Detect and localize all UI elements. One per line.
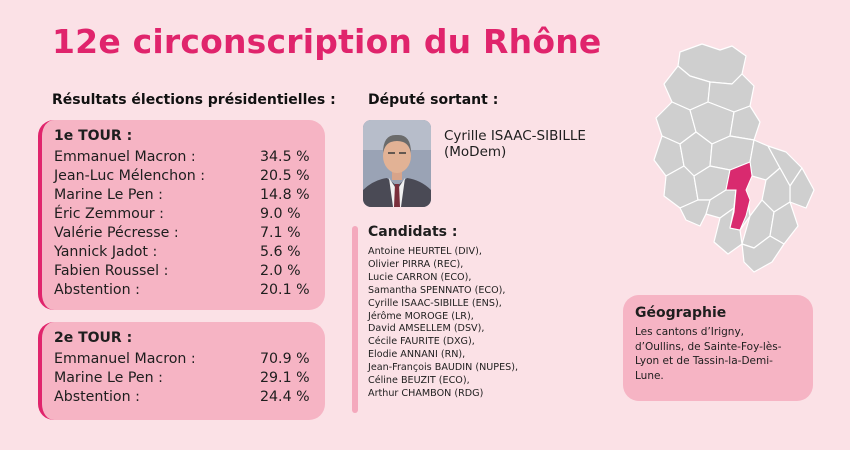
result-percentage: 29.1 %: [260, 370, 310, 386]
result-row: Fabien Roussel : 2.0 %: [54, 262, 325, 281]
candidate-item: Cécile FAURITE (DXG),: [368, 336, 475, 348]
round1-rows: Emmanuel Macron : 34.5 % Jean-Luc Mélencho…: [54, 148, 325, 300]
deputy-name: Cyrille ISAAC-SIBILLE: [444, 128, 586, 144]
result-percentage: 70.9 %: [260, 351, 310, 367]
result-row: Marine Le Pen : 14.8 %: [54, 186, 325, 205]
round2-rows: Emmanuel Macron : 70.9 % Marine Le Pen : 29…: [54, 350, 325, 407]
result-name: Yannick Jadot :: [54, 244, 158, 260]
result-row: Marine Le Pen : 29.1 %: [54, 369, 325, 388]
result-row: Emmanuel Macron : 34.5 %: [54, 148, 325, 167]
result-row: Yannick Jadot : 5.6 %: [54, 243, 325, 262]
result-row: Jean-Luc Mélenchon : 20.5 %: [54, 167, 325, 186]
deputy-heading: Député sortant :: [368, 92, 499, 108]
round1-title: 1e TOUR :: [54, 128, 133, 144]
result-percentage: 34.5 %: [260, 149, 310, 165]
round1-box: 1e TOUR : Emmanuel Macron : 34.5 % Jean-Lu…: [38, 120, 325, 310]
candidate-item: Antoine HEURTEL (DIV),: [368, 246, 482, 257]
result-row: Abstention : 24.4 %: [54, 388, 325, 407]
result-name: Valérie Pécresse :: [54, 225, 179, 241]
geography-text-line: Les cantons d’Irigny,: [635, 326, 745, 338]
geography-text: Les cantons d’Irigny, d’Oullins, de Saint…: [635, 325, 801, 383]
result-percentage: 2.0 %: [260, 263, 301, 279]
deputy-name-block: Cyrille ISAAC-SIBILLE (MoDem): [444, 128, 604, 160]
result-name: Marine Le Pen :: [54, 370, 163, 386]
page-title: 12e circonscription du Rhône: [52, 22, 602, 61]
rhone-department-map-icon: [653, 43, 815, 273]
candidate-item: Céline BEUZIT (ECO),: [368, 375, 470, 387]
result-percentage: 14.8 %: [260, 187, 310, 203]
candidate-item: David AMSELLEM (DSV),: [368, 323, 485, 335]
result-name: Fabien Roussel :: [54, 263, 169, 279]
candidate-item: Jérôme MOROGE (LR),: [368, 310, 474, 322]
candidate-item: Samantha SPENNATO (ECO),: [368, 284, 506, 296]
result-row: Éric Zemmour : 9.0 %: [54, 205, 325, 224]
result-row: Abstention : 20.1 %: [54, 281, 325, 300]
deputy-party: (MoDem): [444, 144, 507, 160]
result-name: Éric Zemmour :: [54, 206, 164, 222]
candidate-item: Arthur CHAMBON (RDG): [368, 387, 484, 399]
result-percentage: 7.1 %: [260, 225, 301, 241]
round2-title: 2e TOUR :: [54, 330, 133, 346]
deputy-photo: [363, 120, 431, 207]
result-percentage: 5.6 %: [260, 244, 301, 260]
candidate-item: Elodie ANNANI (RN),: [368, 349, 466, 361]
candidates-heading: Candidats :: [368, 224, 458, 240]
results-heading: Résultats élections présidentielles :: [52, 92, 336, 108]
result-name: Emmanuel Macron :: [54, 351, 196, 367]
result-percentage: 20.5 %: [260, 168, 310, 184]
candidates-list: Antoine HEURTEL (DIV), Olivier PIRRA (REC…: [368, 246, 518, 401]
geography-box: Géographie Les cantons d’Irigny, d’Oullin…: [623, 295, 813, 401]
result-row: Emmanuel Macron : 70.9 %: [54, 350, 325, 369]
result-name: Abstention :: [54, 282, 140, 298]
geography-text-line: Lune.: [635, 369, 664, 382]
candidate-item: Jean-François BAUDIN (NUPES),: [368, 362, 519, 374]
geography-text-line: Lyon et de Tassin-la-Demi-: [635, 355, 773, 367]
result-percentage: 24.4 %: [260, 389, 310, 405]
department-map: [650, 40, 820, 284]
candidate-item: Cyrille ISAAC-SIBILLE (ENS),: [368, 297, 502, 309]
geography-heading: Géographie: [635, 305, 727, 321]
result-name: Marine Le Pen :: [54, 187, 163, 203]
portrait-photo-icon: [363, 120, 431, 207]
result-percentage: 9.0 %: [260, 206, 301, 222]
candidate-item: Olivier PIRRA (REC),: [368, 258, 464, 270]
round2-box: 2e TOUR : Emmanuel Macron : 70.9 % Marine …: [38, 322, 325, 420]
geography-text-line: d’Oullins, de Sainte-Foy-lès-: [635, 340, 782, 353]
candidates-accent-bar: [352, 226, 358, 413]
result-percentage: 20.1 %: [260, 282, 310, 298]
result-name: Jean-Luc Mélenchon :: [54, 168, 206, 184]
result-row: Valérie Pécresse : 7.1 %: [54, 224, 325, 243]
candidate-item: Lucie CARRON (ECO),: [368, 271, 472, 283]
result-name: Emmanuel Macron :: [54, 149, 196, 165]
result-name: Abstention :: [54, 389, 140, 405]
